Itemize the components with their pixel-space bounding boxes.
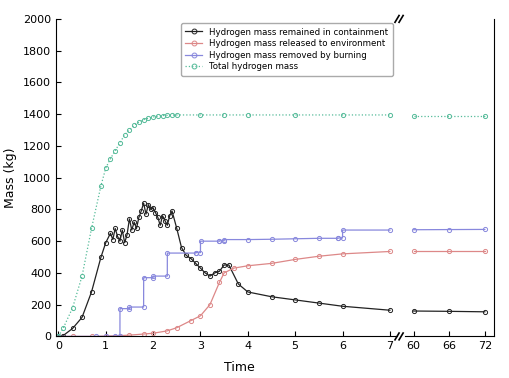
Y-axis label: Mass (kg): Mass (kg): [5, 147, 17, 208]
Text: Time: Time: [224, 361, 254, 374]
Legend: Hydrogen mass remained in containment, Hydrogen mass released to environment, Hy: Hydrogen mass remained in containment, H…: [181, 23, 393, 76]
